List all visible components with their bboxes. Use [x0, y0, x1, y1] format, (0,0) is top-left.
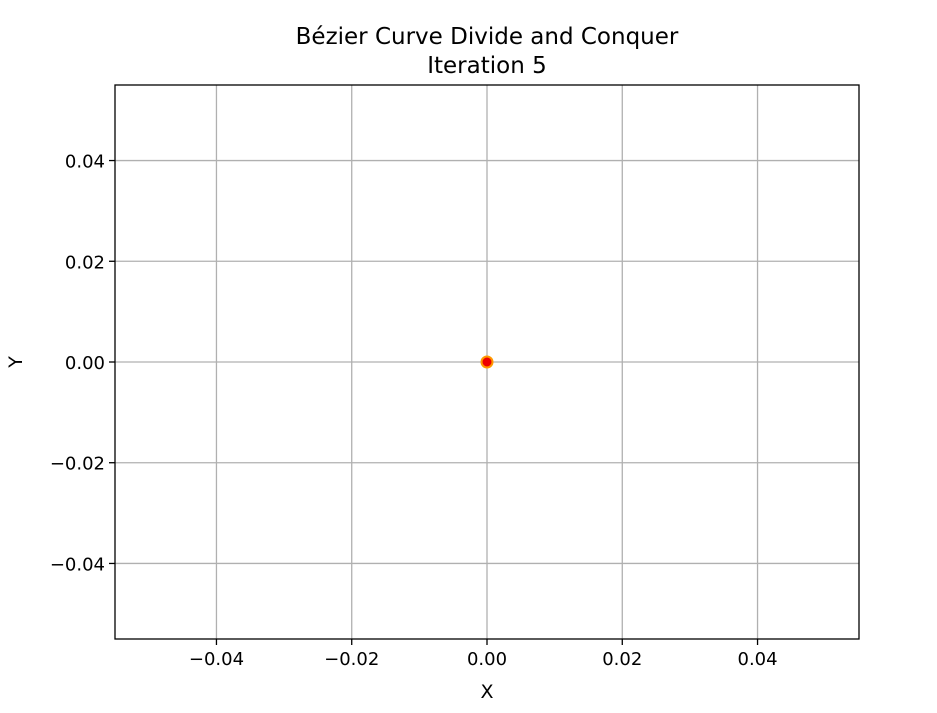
plot-frame	[114, 84, 860, 640]
y-tick-label: −0.02	[50, 454, 105, 475]
x-tick-label: 0.02	[602, 649, 642, 670]
x-tick-label: −0.02	[324, 649, 379, 670]
y-tick-label: 0.04	[65, 152, 105, 173]
data-point	[480, 355, 494, 369]
y-axis-label: Y	[5, 356, 27, 369]
x-tick-label: 0.04	[738, 649, 778, 670]
y-tick-label: 0.00	[65, 353, 105, 374]
x-tick-label: −0.04	[189, 649, 244, 670]
y-tick-label: −0.04	[50, 554, 105, 575]
axis-ticks: −0.04 −0.02 0.00 0.02 0.04 −0.04 −0.02 0.00 0.02…	[50, 152, 778, 670]
x-axis-label: X	[480, 681, 493, 703]
grid	[115, 85, 859, 639]
chart-subtitle: Iteration 5	[427, 53, 547, 79]
y-tick-label: 0.02	[65, 252, 105, 273]
x-tick-label: 0.00	[467, 649, 507, 670]
data-points	[480, 355, 494, 369]
chart-title: Bézier Curve Divide and Conquer	[296, 24, 679, 50]
